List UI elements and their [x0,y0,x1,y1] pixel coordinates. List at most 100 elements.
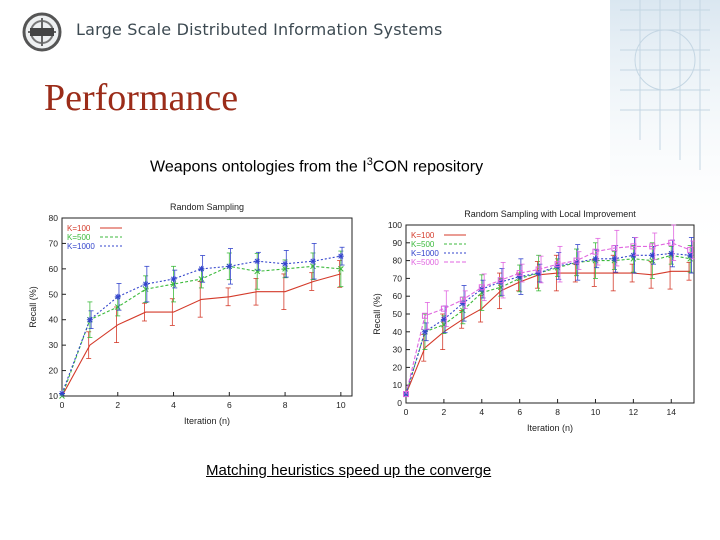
data-point [668,250,675,257]
x-tick-label: 10 [591,407,601,417]
data-point [516,273,523,280]
series-line [405,242,691,395]
series-line [405,254,691,395]
data-point [497,284,504,291]
y-tick-label: 30 [393,345,403,355]
y-tick-label: 20 [49,366,59,376]
chart-random-sampling: Random Sampling Iteration (n) Recall (%) 0 2… [28,202,353,426]
data-point [592,255,599,262]
subtitle-superscript: 3 [366,156,373,168]
y-tick-label: 30 [49,340,59,350]
legend-label: K=1000 [411,249,439,258]
data-point [497,278,504,285]
series-k-100 [61,260,343,397]
x-axis-label: Iteration (n) [184,416,230,426]
data-point [198,276,205,282]
data-point [337,253,344,260]
y-tick-label: 70 [49,238,59,248]
data-point [497,277,504,284]
data-point [516,270,523,277]
data-point [573,259,580,266]
data-point [649,243,656,250]
y-tick-label: 40 [49,315,59,325]
data-point [142,286,149,293]
y-tick-label: 10 [49,391,59,401]
data-point [282,266,288,272]
x-tick-label: 2 [442,407,447,417]
data-point [59,390,65,397]
data-point [649,252,656,259]
subtitle-text: Weapons ontologies from the I [150,158,367,176]
series-line [405,252,691,395]
y-tick-label: 80 [49,213,59,223]
y-tick-label: 0 [397,398,402,408]
data-point [668,239,675,246]
y-tick-label: 50 [393,309,403,319]
series-k-1000 [403,237,694,398]
data-point [592,248,599,255]
data-point [440,316,447,323]
data-point [198,265,205,272]
slide-title: Performance [44,77,239,119]
chart-title: Random Sampling with Local Improvement [464,209,636,219]
y-tick-label: 70 [393,273,403,283]
legend-label: K=500 [411,240,435,249]
x-axis-label: Iteration (n) [527,423,573,433]
legend-label: K=100 [67,224,91,233]
data-point [535,266,542,273]
x-tick-label: 0 [404,407,409,417]
data-point [337,266,344,272]
y-tick-label: 40 [393,327,403,337]
x-tick-label: 12 [629,407,639,417]
header-title: Large Scale Distributed Information Syst… [76,20,443,39]
data-point [478,286,485,293]
data-point [630,243,637,250]
data-point [459,300,466,307]
y-tick-label: 100 [388,220,402,230]
x-tick-label: 4 [171,400,176,410]
data-point [170,276,177,283]
data-point [535,270,542,277]
data-point [649,257,656,264]
legend-label: K=5000 [411,258,439,267]
slide-subtitle: Weapons ontologies from the I3CON reposi… [150,156,483,176]
x-tick-label: 10 [336,400,346,410]
data-point [170,281,177,287]
chart-title: Random Sampling [170,202,244,212]
data-point [142,281,149,288]
data-point [459,296,466,303]
legend-label: K=1000 [67,242,95,251]
data-point [573,257,580,264]
y-tick-label: 60 [393,291,403,301]
data-point [226,263,233,270]
x-tick-label: 8 [555,407,560,417]
series-line [61,273,341,397]
y-tick-label: 90 [393,238,403,248]
x-tick-label: 6 [517,407,522,417]
data-point [611,255,618,262]
series-k-100 [405,253,692,395]
legend-label: K=500 [67,233,91,242]
data-point [440,305,447,312]
slide-header: Large Scale Distributed Information Syst… [0,0,720,62]
data-point [554,261,561,268]
data-point [554,262,561,269]
chart-random-sampling-local-improvement: Random Sampling with Local Improvement It… [372,209,696,433]
y-axis-label: Recall (%) [28,286,38,328]
x-tick-label: 14 [667,407,677,417]
slide-caption: Matching heuristics speed up the converg… [206,462,492,479]
plot-frame [61,217,353,397]
data-point [86,316,93,323]
y-tick-label: 20 [393,362,403,372]
data-point [478,284,485,291]
data-point [403,391,409,398]
data-point [254,258,261,265]
series-line [405,270,691,395]
data-point [687,252,694,259]
data-point [309,258,316,265]
lsdis-logo [22,12,62,52]
data-point [687,246,694,253]
y-tick-label: 60 [49,264,59,274]
